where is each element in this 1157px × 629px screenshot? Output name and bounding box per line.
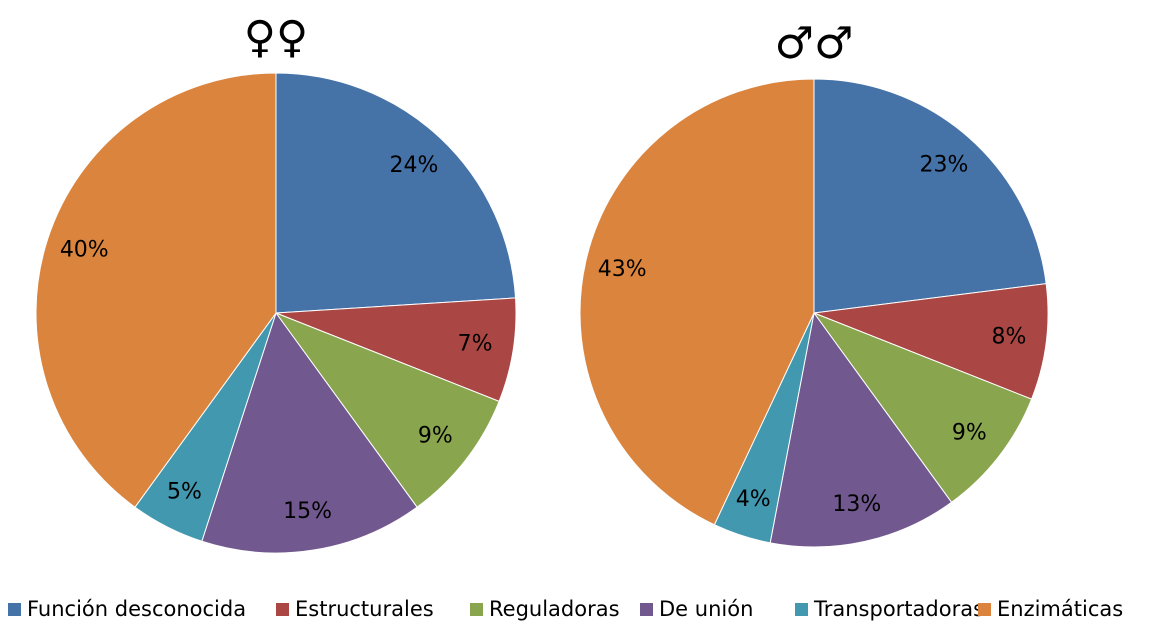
legend-swatch: [795, 603, 808, 616]
pie-slice: [274, 311, 500, 508]
pie-slice: [579, 78, 815, 526]
legend-label: De unión: [659, 597, 753, 621]
pie-slice: [201, 311, 418, 554]
pie-slice: [769, 311, 953, 548]
data-label: 13%: [832, 492, 881, 517]
pie-title: ♀♀: [244, 12, 308, 63]
data-label: 9%: [418, 424, 453, 449]
legend-swatch: [640, 603, 653, 616]
data-label: 43%: [598, 257, 647, 282]
legend-label: Transportadoras: [813, 597, 984, 621]
legend-swatch: [276, 603, 289, 616]
pie-slice: [813, 283, 1049, 400]
legend-label: Función desconocida: [27, 597, 246, 621]
data-label: 8%: [992, 325, 1027, 350]
legend-swatch: [8, 603, 21, 616]
data-label: 23%: [920, 153, 969, 178]
legend-swatch: [470, 603, 483, 616]
data-label: 9%: [952, 420, 987, 445]
pie-slice: [275, 297, 517, 402]
legend-label: Estructurales: [295, 597, 434, 621]
pie-slice: [812, 311, 1033, 504]
pie-title: ♂♂: [775, 18, 854, 69]
data-label: 15%: [283, 499, 332, 524]
data-label: 40%: [60, 238, 109, 263]
data-label: 7%: [458, 332, 493, 357]
legend-swatch: [978, 603, 991, 616]
pie-slice: [275, 72, 517, 314]
legend-label: Enzimáticas: [997, 597, 1123, 621]
data-label: 24%: [390, 153, 439, 178]
data-label: 4%: [736, 487, 771, 512]
data-label: 5%: [167, 480, 202, 505]
legend-label: Reguladoras: [489, 597, 620, 621]
pie-slice: [35, 72, 277, 508]
pie-slice: [813, 78, 1047, 314]
